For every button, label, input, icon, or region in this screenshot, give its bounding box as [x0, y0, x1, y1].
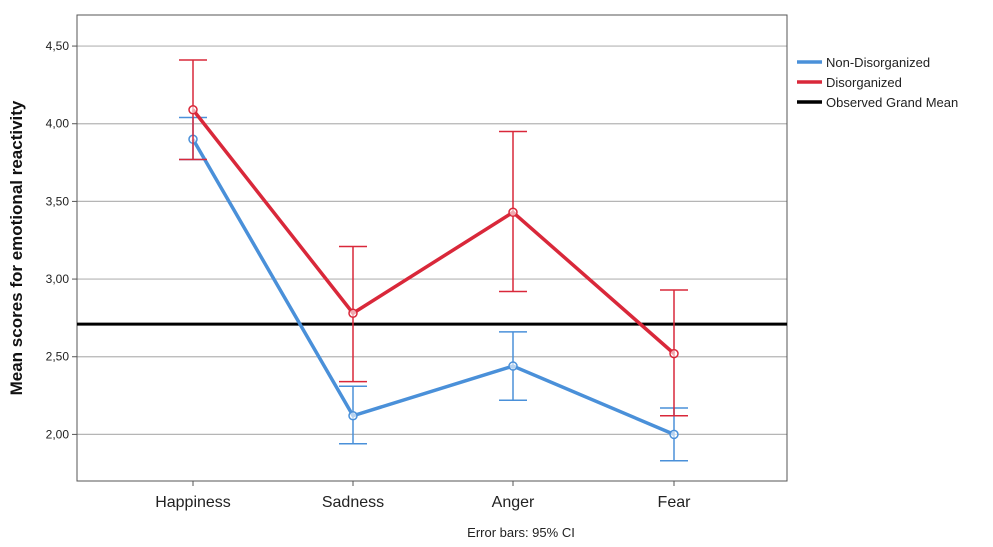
- axes: [76, 14, 788, 482]
- data-point: [348, 411, 358, 421]
- x-tick-label: Sadness: [322, 494, 384, 511]
- y-axis-title: Mean scores for emotional reactivity: [7, 100, 26, 395]
- y-tick-label: 2,50: [46, 350, 70, 364]
- y-tick-label: 4,50: [46, 39, 70, 53]
- footnote: Error bars: 95% CI: [467, 525, 575, 540]
- data-point: [669, 348, 679, 359]
- gridlines: [72, 45, 787, 486]
- data-point: [508, 361, 518, 371]
- y-tick-labels: 2,00 2,50 3,00 3,50 4,00 4,50: [46, 39, 70, 441]
- series-layer: [179, 59, 688, 462]
- data-point: [508, 207, 518, 218]
- x-tick-labels: Happiness Sadness Anger Fear: [155, 494, 691, 511]
- series-disorganized: [179, 59, 688, 417]
- x-tick-label: Happiness: [155, 494, 231, 511]
- y-tick-label: 3,00: [46, 272, 70, 286]
- x-tick-label: Fear: [658, 494, 692, 511]
- data-point: [188, 105, 198, 115]
- plot-frame: [76, 14, 788, 482]
- series-non-disorganized: [179, 116, 688, 462]
- data-point: [348, 308, 358, 318]
- y-tick-label: 3,50: [46, 194, 70, 208]
- series-line: [191, 138, 675, 437]
- y-tick-label: 2,00: [46, 427, 70, 441]
- series-line: [191, 108, 676, 355]
- data-point: [669, 429, 679, 440]
- legend: Non-Disorganized Disorganized Observed Gra…: [797, 55, 958, 110]
- legend-label: Observed Grand Mean: [826, 95, 958, 110]
- legend-label: Disorganized: [826, 75, 902, 90]
- x-tick-label: Anger: [492, 494, 535, 511]
- y-tick-label: 4,00: [46, 117, 70, 131]
- legend-label: Non-Disorganized: [826, 55, 930, 70]
